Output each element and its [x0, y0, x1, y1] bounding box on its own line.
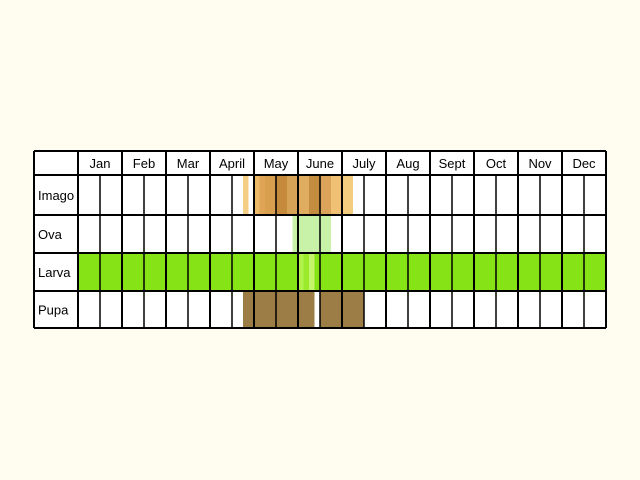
stage-bar-larva-3: [309, 253, 315, 291]
month-label-june: June: [306, 156, 334, 171]
stage-bar-imago-2: [259, 175, 265, 215]
stage-bar-imago-0: [243, 175, 249, 215]
table-grid: [33, 150, 607, 329]
stage-bar-imago-6: [298, 175, 309, 215]
month-label-jan: Jan: [90, 156, 111, 171]
month-label-april: April: [219, 156, 245, 171]
stage-label-imago: Imago: [38, 188, 74, 203]
month-label-dec: Dec: [572, 156, 596, 171]
stage-gap-0: [314, 291, 320, 328]
stage-bar-imago-5: [287, 175, 298, 215]
month-label-sept: Sept: [439, 156, 466, 171]
stage-label-pupa: Pupa: [38, 303, 69, 318]
stage-bar-imago-9: [331, 175, 342, 215]
stage-bar-imago-1: [254, 175, 260, 215]
stage-bar-imago-10: [342, 175, 353, 215]
month-label-nov: Nov: [528, 156, 552, 171]
stage-label-larva: Larva: [38, 265, 71, 280]
month-label-oct: Oct: [486, 156, 507, 171]
stage-bar-larva-4: [314, 253, 606, 291]
stage-bar-larva-2: [303, 253, 309, 291]
month-label-feb: Feb: [133, 156, 155, 171]
stage-bar-imago-7: [309, 175, 320, 215]
stage-bar-imago-3: [265, 175, 276, 215]
month-label-mar: Mar: [177, 156, 200, 171]
month-label-may: May: [264, 156, 289, 171]
stage-label-ova: Ova: [38, 227, 63, 242]
table-labels: Jan Feb Mar April May June July Aug Sept Oct Nov De…: [38, 156, 596, 318]
month-label-aug: Aug: [396, 156, 419, 171]
stage-bar-imago-8: [320, 175, 331, 215]
stage-bar-imago-4: [276, 175, 287, 215]
month-label-july: July: [352, 156, 376, 171]
stage-bar-larva-1: [298, 253, 304, 291]
